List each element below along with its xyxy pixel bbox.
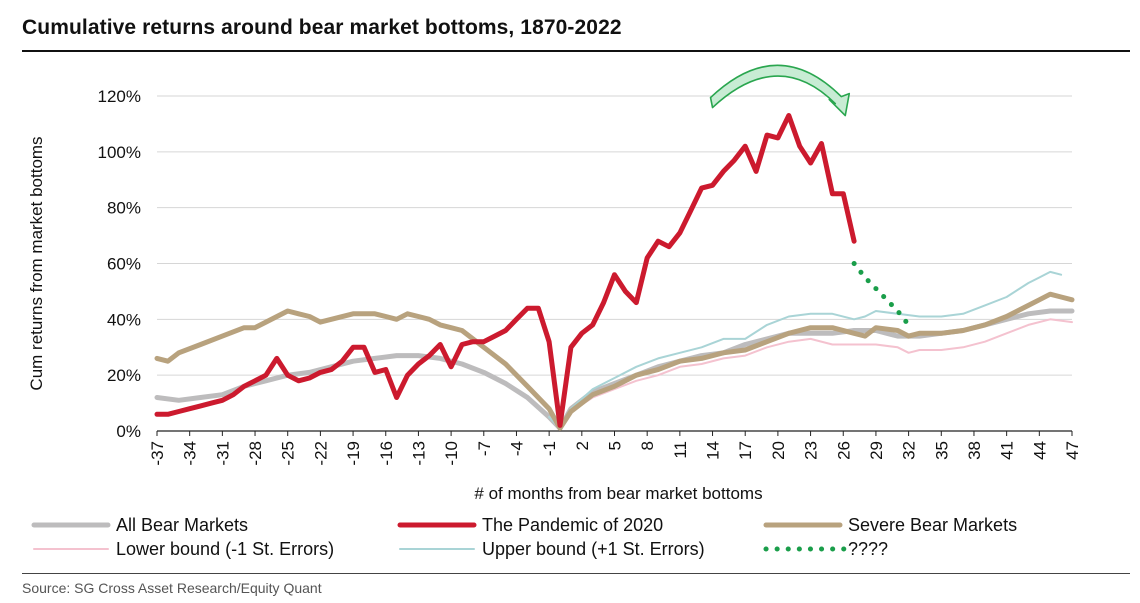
legend-label: All Bear Markets — [116, 515, 248, 535]
curved-arrow-annotation — [709, 64, 851, 117]
x-tick-label: -25 — [279, 441, 298, 466]
x-tick-label: 17 — [736, 441, 755, 460]
grid-lines — [157, 95, 1072, 376]
x-tick-label: -37 — [148, 441, 167, 466]
x-tick-label: 2 — [573, 441, 592, 450]
x-tick-label: -22 — [311, 441, 330, 466]
legend-item: Severe Bear Markets — [763, 515, 1017, 535]
y-tick-label: 80% — [107, 199, 141, 218]
x-tick-label: 32 — [900, 441, 919, 460]
x-tick-label: 5 — [606, 441, 625, 450]
x-tick-label: 35 — [932, 441, 951, 460]
title-divider — [22, 50, 1130, 52]
series-the-pandemic-of-2020-line — [154, 113, 857, 428]
x-tick-label: 26 — [834, 441, 853, 460]
legend-item: ???? — [763, 539, 888, 559]
series-lines — [154, 113, 1075, 431]
series-lower-bound-1-st-errors-line — [548, 318, 1073, 430]
legend-label: ???? — [848, 539, 888, 559]
legend-label: Severe Bear Markets — [848, 515, 1017, 535]
annotations — [709, 64, 851, 117]
x-tick-labels: -37 -34 -31 -28 -25 -22 -19 -16 -13 -10 -7 -4 -1 2 5 8 1… — [148, 431, 1082, 466]
x-tick-label: 44 — [1030, 441, 1049, 460]
series-all-bear-markets-line — [154, 308, 1075, 431]
legend-item: Lower bound (-1 St. Errors) — [33, 539, 334, 559]
legend-item: Upper bound (+1 St. Errors) — [399, 539, 705, 559]
y-tick-labels: 0% 20% 40% 60% 80% 100% 120% — [98, 87, 141, 441]
y-tick-label: 60% — [107, 255, 141, 274]
series-upper-bound-1-st-errors-line — [548, 270, 1063, 430]
legend-label: The Pandemic of 2020 — [482, 515, 663, 535]
x-tick-label: -34 — [181, 441, 200, 466]
y-tick-label: 100% — [98, 143, 141, 162]
x-tick-label: -16 — [377, 441, 396, 466]
y-axis-label: Cum returns from market bottoms — [27, 136, 46, 390]
x-axis-label: # of months from bear market bottoms — [474, 484, 762, 503]
x-tick-label: -10 — [442, 441, 461, 466]
legend: All Bear Markets The Pandemic of 2020 Seve… — [31, 515, 1017, 559]
x-tick-label: 20 — [769, 441, 788, 460]
legend-label: Lower bound (-1 St. Errors) — [116, 539, 334, 559]
x-tick-label: 11 — [671, 441, 690, 459]
series-projection-dotted-line — [851, 261, 912, 328]
y-tick-label: 40% — [107, 310, 141, 329]
x-tick-label: -1 — [540, 441, 559, 456]
source-note: Source: SG Cross Asset Research/Equity Q… — [22, 580, 322, 596]
y-tick-label: 0% — [116, 422, 141, 441]
y-tick-label: 20% — [107, 366, 141, 385]
chart-title: Cumulative returns around bear market bo… — [22, 16, 622, 39]
source-divider — [22, 573, 1130, 574]
x-tick-label: 8 — [638, 441, 657, 450]
x-tick-label: 14 — [704, 441, 723, 460]
x-tick-label: -19 — [344, 441, 363, 466]
x-tick-label: 41 — [998, 441, 1017, 460]
cumulative-returns-chart: 0% 20% 40% 60% 80% 100% 120% -37 -34 -31 -28 -25 -2… — [27, 64, 1082, 559]
legend-item: All Bear Markets — [31, 515, 248, 535]
x-tick-label: -28 — [246, 441, 265, 466]
x-tick-label: 29 — [867, 441, 886, 460]
x-tick-label: -13 — [409, 441, 428, 466]
x-tick-label: -31 — [213, 441, 232, 466]
x-tick-label: 23 — [802, 441, 821, 460]
legend-label: Upper bound (+1 St. Errors) — [482, 539, 705, 559]
x-tick-label: 38 — [965, 441, 984, 460]
x-tick-label: 47 — [1063, 441, 1082, 460]
x-tick-label: -7 — [475, 441, 494, 456]
x-tick-label: -4 — [507, 441, 526, 456]
series-severe-bear-markets-line — [154, 291, 1075, 431]
legend-item: The Pandemic of 2020 — [397, 515, 663, 535]
y-tick-label: 120% — [98, 87, 141, 106]
